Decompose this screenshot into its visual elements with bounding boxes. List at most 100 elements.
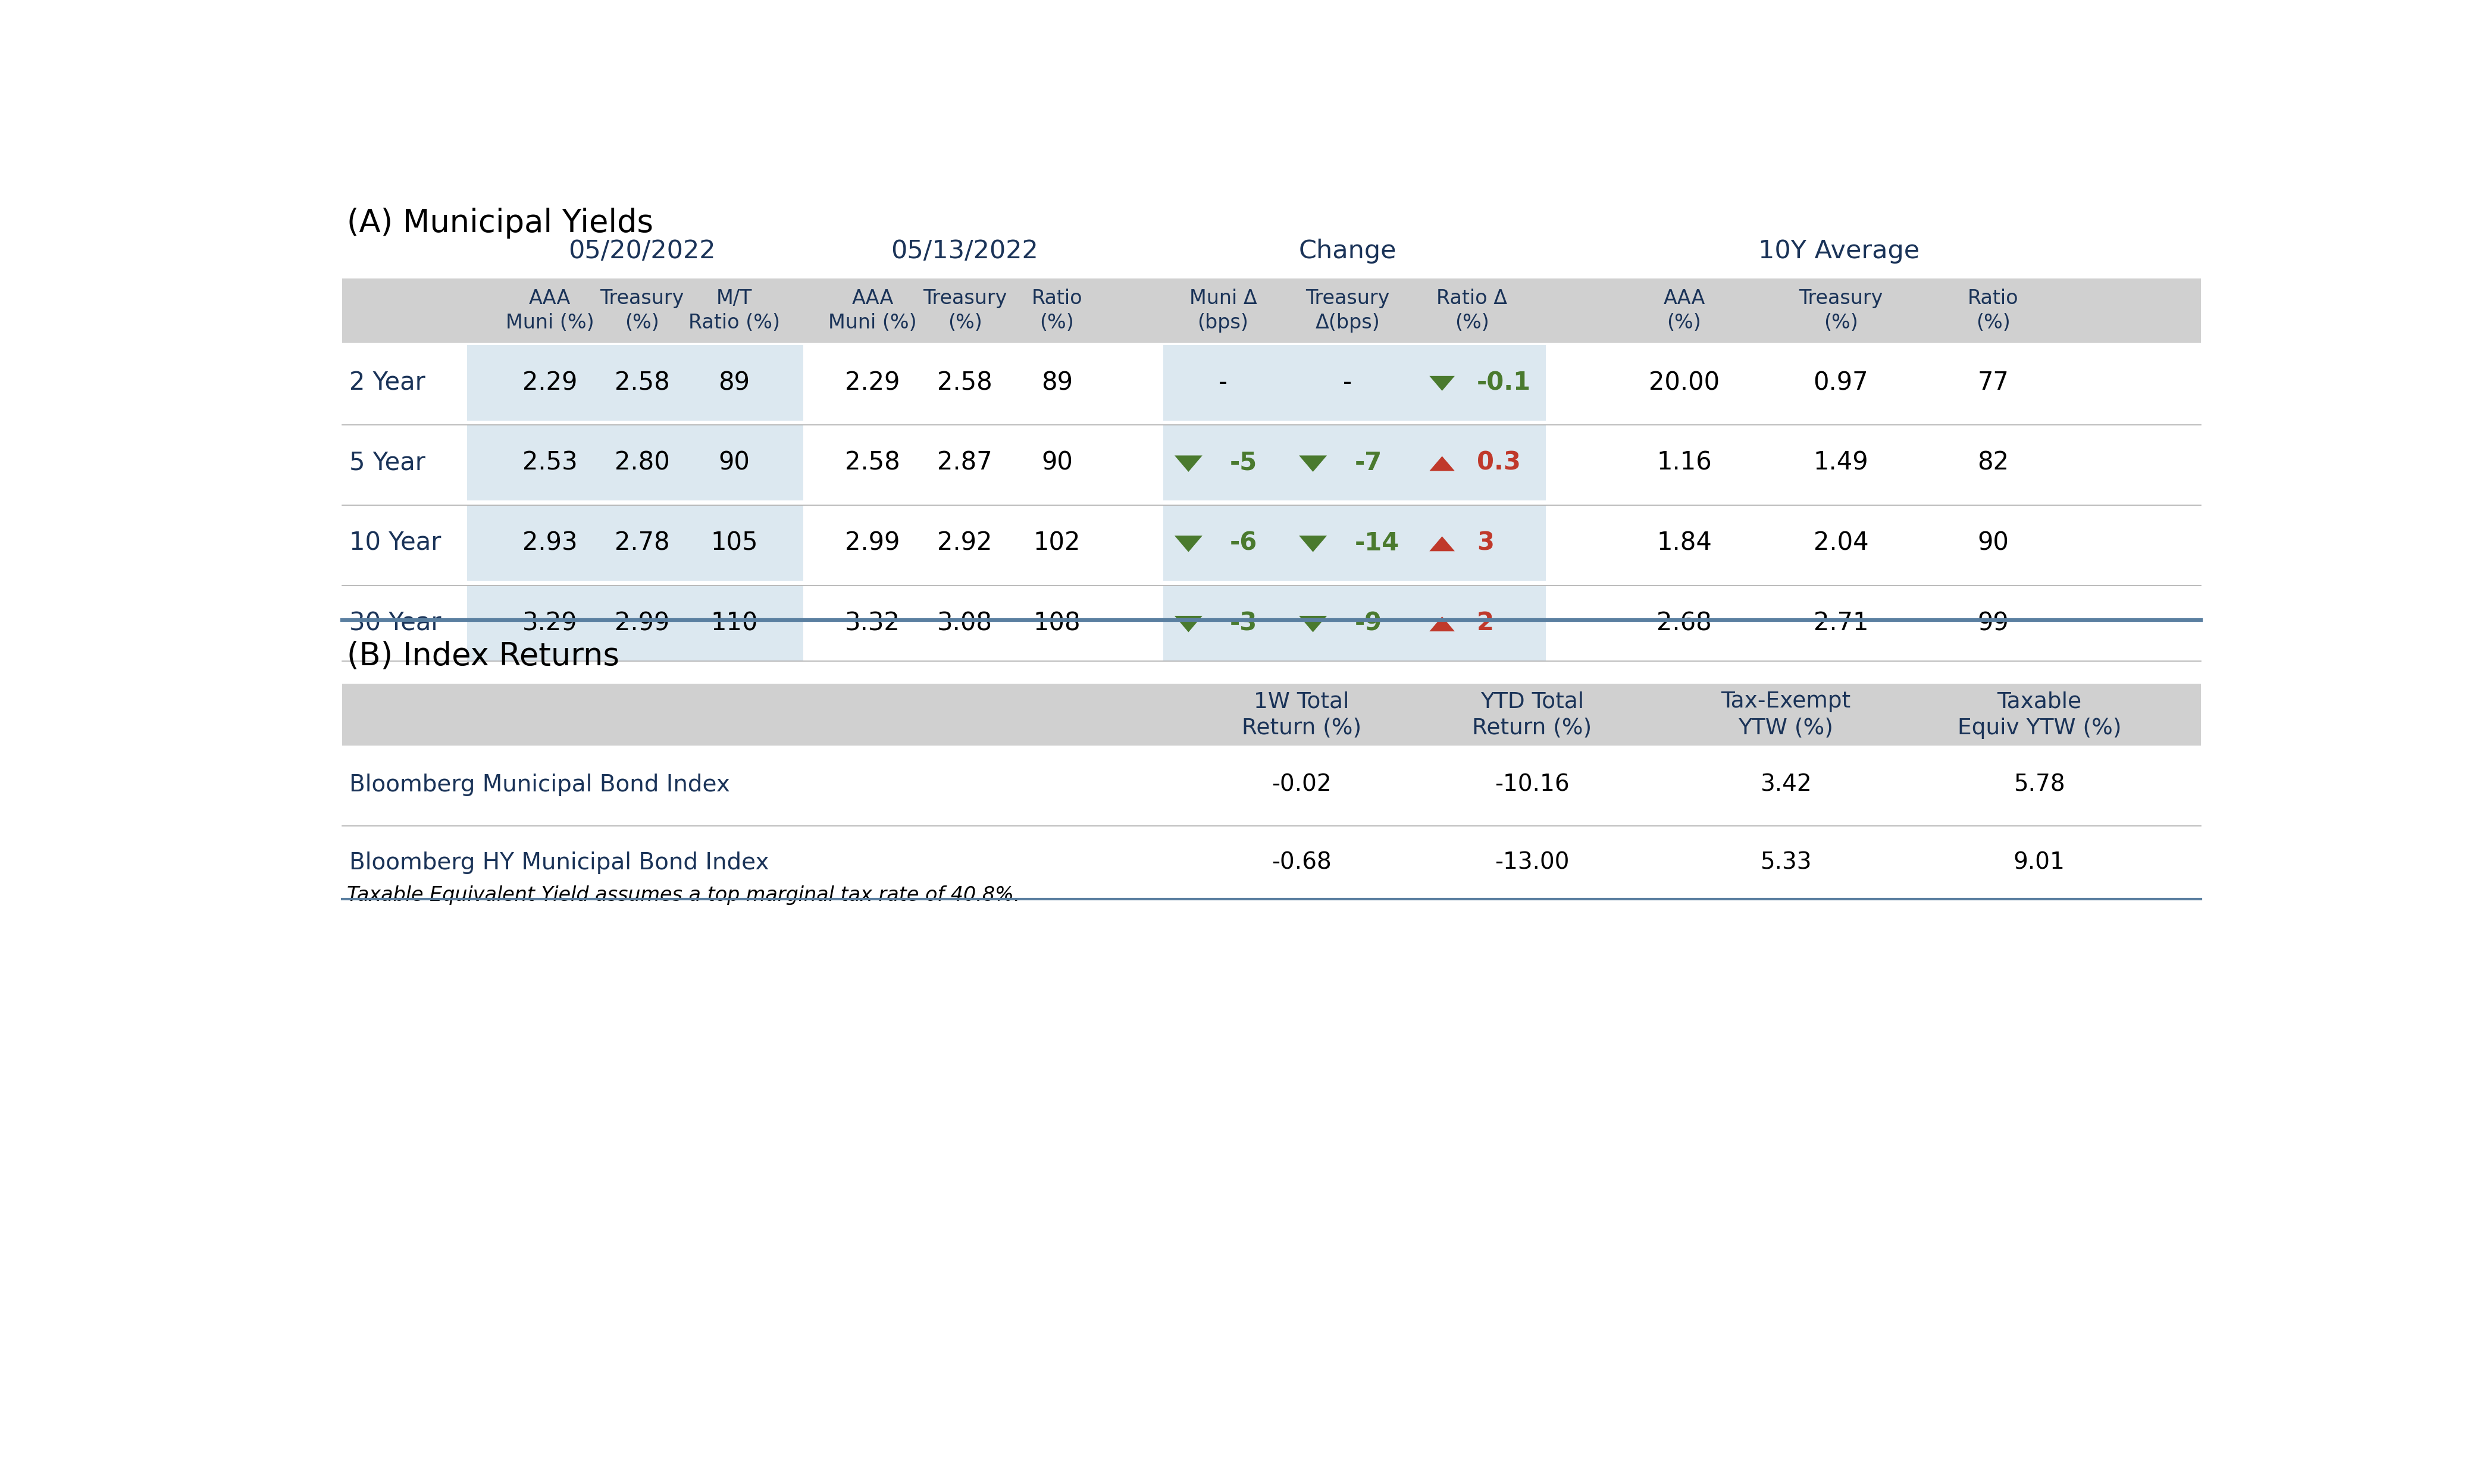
Text: 2.04: 2.04 <box>1813 530 1867 555</box>
Text: 2.87: 2.87 <box>937 450 992 475</box>
Text: 30 Year: 30 Year <box>350 611 441 635</box>
Text: 9.01: 9.01 <box>2014 852 2066 874</box>
Bar <box>466 424 804 500</box>
Text: Ratio
(%): Ratio (%) <box>1032 288 1081 332</box>
Polygon shape <box>1428 456 1456 470</box>
Text: 2 Year: 2 Year <box>350 370 424 395</box>
Bar <box>466 505 804 580</box>
Text: 05/13/2022: 05/13/2022 <box>890 239 1039 264</box>
Text: -0.68: -0.68 <box>1272 852 1332 874</box>
Text: Change: Change <box>1300 239 1396 264</box>
Text: 90: 90 <box>1042 450 1074 475</box>
Text: 0.3: 0.3 <box>1476 450 1520 475</box>
Text: -5: -5 <box>1230 450 1257 475</box>
Text: -13.00: -13.00 <box>1495 852 1570 874</box>
Text: Treasury
(%): Treasury (%) <box>1798 288 1882 332</box>
Text: 5.78: 5.78 <box>2014 773 2066 795</box>
Bar <box>342 279 2200 343</box>
Text: 3.08: 3.08 <box>937 611 992 635</box>
Text: 3.42: 3.42 <box>1761 773 1810 795</box>
Text: 5 Year: 5 Year <box>350 450 424 475</box>
Text: 2.68: 2.68 <box>1657 611 1711 635</box>
Bar <box>1163 585 1545 660</box>
Text: 3.32: 3.32 <box>846 611 900 635</box>
Text: 5.33: 5.33 <box>1761 852 1810 874</box>
Text: 99: 99 <box>1977 611 2009 635</box>
Text: AAA
Muni (%): AAA Muni (%) <box>828 288 918 332</box>
Polygon shape <box>1300 616 1327 632</box>
Text: Ratio Δ
(%): Ratio Δ (%) <box>1436 288 1508 332</box>
Text: 1.84: 1.84 <box>1657 530 1711 555</box>
Text: 10Y Average: 10Y Average <box>1758 239 1920 264</box>
Bar <box>1163 505 1545 580</box>
Text: (B) Index Returns: (B) Index Returns <box>347 641 620 671</box>
Text: -10.16: -10.16 <box>1495 773 1570 795</box>
Text: AAA
Muni (%): AAA Muni (%) <box>506 288 595 332</box>
Polygon shape <box>1176 616 1203 632</box>
Polygon shape <box>1176 456 1203 472</box>
Bar <box>466 585 804 660</box>
Bar <box>1163 424 1545 500</box>
Text: -9: -9 <box>1354 611 1381 635</box>
Text: Bloomberg HY Municipal Bond Index: Bloomberg HY Municipal Bond Index <box>350 852 769 874</box>
Text: 2.58: 2.58 <box>615 370 670 395</box>
Text: 90: 90 <box>1977 530 2009 555</box>
Text: Treasury
Δ(bps): Treasury Δ(bps) <box>1304 288 1389 332</box>
Text: -7: -7 <box>1354 450 1381 475</box>
Polygon shape <box>1300 536 1327 552</box>
Text: 102: 102 <box>1034 530 1081 555</box>
Text: Muni Δ
(bps): Muni Δ (bps) <box>1190 288 1257 332</box>
Bar <box>466 344 804 420</box>
Text: 2.99: 2.99 <box>615 611 670 635</box>
Text: 2.71: 2.71 <box>1813 611 1867 635</box>
Text: Ratio
(%): Ratio (%) <box>1967 288 2019 332</box>
Text: Bloomberg Municipal Bond Index: Bloomberg Municipal Bond Index <box>350 773 729 795</box>
Text: Treasury
(%): Treasury (%) <box>600 288 684 332</box>
Polygon shape <box>1176 536 1203 552</box>
Text: 90: 90 <box>719 450 749 475</box>
Text: 2.99: 2.99 <box>846 530 900 555</box>
Text: (A) Municipal Yields: (A) Municipal Yields <box>347 208 652 239</box>
Text: 1.16: 1.16 <box>1657 450 1711 475</box>
Text: 105: 105 <box>712 530 759 555</box>
Bar <box>342 684 2200 746</box>
Polygon shape <box>1428 536 1456 551</box>
Text: 77: 77 <box>1977 370 2009 395</box>
Text: -0.02: -0.02 <box>1272 773 1332 795</box>
Text: Tax-Exempt
YTW (%): Tax-Exempt YTW (%) <box>1721 692 1850 739</box>
Text: 05/20/2022: 05/20/2022 <box>568 239 717 264</box>
Text: 2.53: 2.53 <box>523 450 578 475</box>
Text: 2.93: 2.93 <box>523 530 578 555</box>
Text: Treasury
(%): Treasury (%) <box>923 288 1007 332</box>
Text: Taxable
Equiv YTW (%): Taxable Equiv YTW (%) <box>1957 692 2120 739</box>
Text: 3: 3 <box>1476 530 1493 555</box>
Text: 89: 89 <box>719 370 749 395</box>
Text: 2.29: 2.29 <box>523 370 578 395</box>
Text: 10 Year: 10 Year <box>350 530 441 555</box>
Bar <box>1163 344 1545 420</box>
Polygon shape <box>1428 375 1456 390</box>
Text: 2.29: 2.29 <box>846 370 900 395</box>
Text: 89: 89 <box>1042 370 1074 395</box>
Text: 2.80: 2.80 <box>615 450 670 475</box>
Text: M/T
Ratio (%): M/T Ratio (%) <box>689 288 781 332</box>
Text: 2.92: 2.92 <box>937 530 992 555</box>
Text: 20.00: 20.00 <box>1649 370 1719 395</box>
Text: 1.49: 1.49 <box>1813 450 1867 475</box>
Text: 2.78: 2.78 <box>615 530 670 555</box>
Text: 110: 110 <box>712 611 759 635</box>
Text: 0.97: 0.97 <box>1813 370 1867 395</box>
Text: 2: 2 <box>1476 611 1493 635</box>
Text: 82: 82 <box>1977 450 2009 475</box>
Text: -: - <box>1218 370 1228 395</box>
Text: -3: -3 <box>1230 611 1257 635</box>
Polygon shape <box>1300 456 1327 472</box>
Text: Taxable Equivalent Yield assumes a top marginal tax rate of 40.8%.: Taxable Equivalent Yield assumes a top m… <box>347 886 1019 905</box>
Text: 2.58: 2.58 <box>846 450 900 475</box>
Text: 1W Total
Return (%): 1W Total Return (%) <box>1242 692 1362 739</box>
Text: -14: -14 <box>1354 530 1399 555</box>
Text: 2.58: 2.58 <box>937 370 992 395</box>
Text: YTD Total
Return (%): YTD Total Return (%) <box>1473 692 1592 739</box>
Text: -: - <box>1344 370 1352 395</box>
Text: -0.1: -0.1 <box>1476 370 1530 395</box>
